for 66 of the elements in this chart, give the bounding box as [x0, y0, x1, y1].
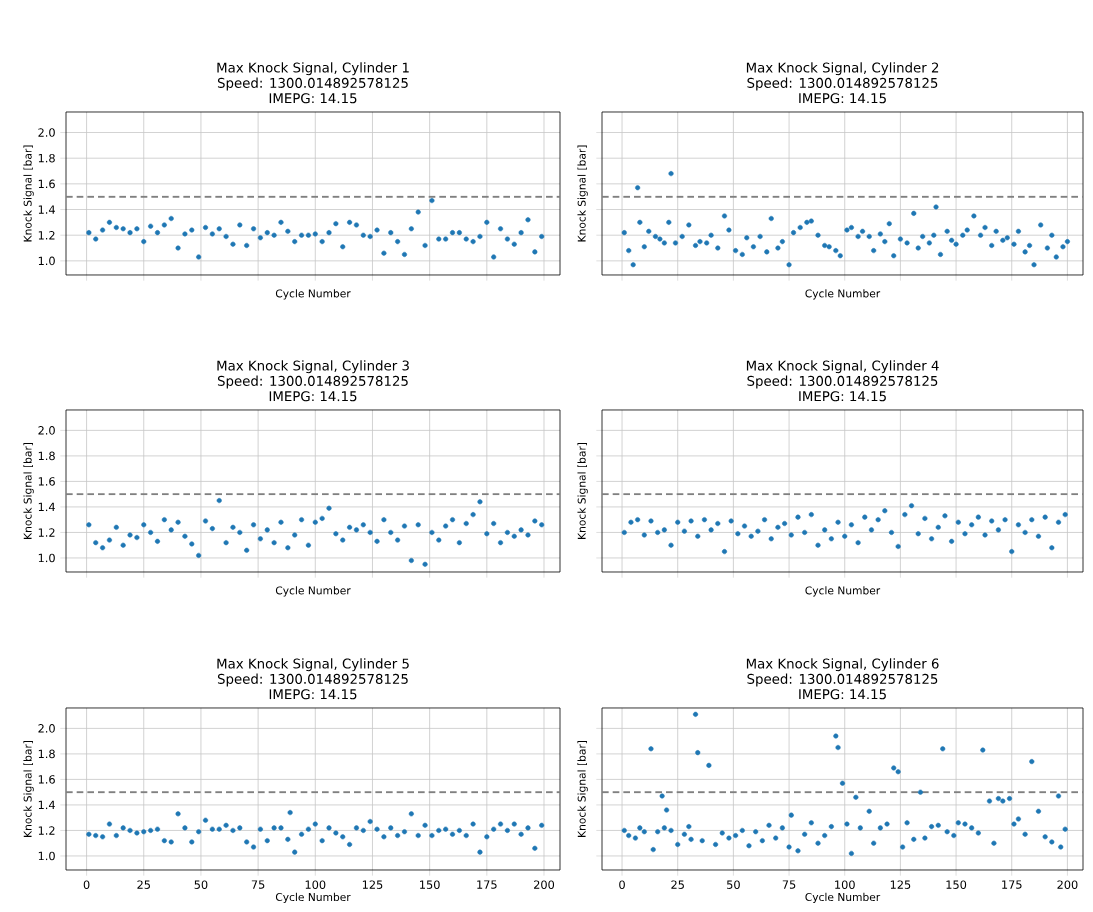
x-tick-label: 125 — [362, 880, 383, 889]
x-tick-label: 25 — [671, 880, 684, 889]
y-axis-title: Knock Signal [bar] — [577, 442, 588, 539]
y-tick-label: 1.0 — [38, 851, 55, 861]
x-axis-title: Cycle Number — [805, 892, 881, 904]
chart-title: Max Knock Signal, Cylinder 3 — [217, 360, 409, 374]
chart-subtitle: Speed: 1300.014892578125 — [747, 77, 938, 91]
chart-title: Max Knock Signal, Cylinder 5 — [217, 658, 409, 672]
y-axis-title: Knock Signal [bar] — [577, 145, 588, 242]
chart-title: Max Knock Signal, Cylinder 4 — [746, 360, 939, 374]
x-tick-label: 0 — [619, 880, 625, 889]
y-axis-title: Knock Signal [bar] — [577, 740, 588, 837]
x-tick-label: 75 — [782, 880, 796, 889]
chart-subtitle: Speed: 1300.014892578125 — [217, 673, 408, 687]
y-tick-label: 2.0 — [38, 724, 55, 733]
y-tick-label: 1.0 — [38, 553, 55, 563]
text: IMEPG: 14.15 — [269, 391, 357, 402]
text: IMEPG: 14.15 — [269, 689, 357, 700]
x-axis-title: Cycle Number — [805, 289, 881, 300]
y-tick-label: 1.2 — [38, 826, 55, 835]
x-tick-label: 200 — [534, 880, 555, 889]
x-tick-label: 100 — [835, 880, 855, 889]
x-tick-label: 150 — [420, 880, 440, 889]
text: IMEPG: 14.15 — [799, 689, 886, 700]
x-tick-label: 50 — [194, 880, 208, 889]
chart-subtitle: Speed: 1300.014892578125 — [217, 77, 408, 91]
x-axis-title: Cycle Number — [275, 586, 351, 597]
x-tick-label: 175 — [477, 880, 497, 889]
x-tick-label: 100 — [305, 880, 326, 889]
chart-subtitle: Speed: 1300.014892578125 — [747, 375, 938, 389]
text: IMEPG: 14.15 — [799, 93, 886, 104]
y-tick-label: 1.4 — [38, 205, 55, 214]
x-tick-label: 200 — [1057, 880, 1078, 889]
y-tick-label: 1.4 — [38, 502, 55, 512]
chart-title: Max Knock Signal, Cylinder 6 — [746, 658, 939, 672]
y-tick-label: 1.2 — [38, 528, 55, 537]
chart-subtitle: Speed: 1300.014892578125 — [217, 375, 408, 389]
x-tick-label: 175 — [1002, 880, 1022, 889]
y-tick-label: 1.4 — [38, 800, 55, 810]
x-tick-label: 150 — [946, 880, 967, 889]
y-tick-label: 1.0 — [38, 256, 55, 266]
y-tick-label: 1.8 — [38, 749, 55, 759]
x-tick-label: 25 — [137, 880, 150, 889]
y-tick-label: 2.0 — [38, 426, 55, 435]
chart-subtitle: Speed: 1300.014892578125 — [747, 673, 938, 687]
y-tick-label: 1.8 — [38, 153, 55, 163]
x-tick-label: 50 — [727, 880, 740, 889]
x-tick-label: 125 — [890, 880, 911, 889]
chart-title: Max Knock Signal, Cylinder 1 — [217, 62, 409, 76]
text: IMEPG: 14.15 — [269, 93, 357, 104]
y-axis-title: Knock Signal [bar] — [23, 740, 34, 837]
y-tick-label: 2.0 — [38, 128, 55, 137]
x-axis-title: Cycle Number — [805, 586, 881, 597]
x-tick-label: 75 — [251, 880, 265, 889]
y-tick-label: 1.6 — [38, 775, 55, 784]
y-tick-label: 1.6 — [38, 179, 55, 189]
x-tick-label: 0 — [83, 880, 90, 889]
y-tick-label: 1.6 — [38, 477, 55, 486]
y-axis-title: Knock Signal [bar] — [23, 442, 34, 539]
chart-title: Max Knock Signal, Cylinder 2 — [746, 62, 939, 76]
x-axis-title: Cycle Number — [275, 289, 351, 300]
y-axis-title: Knock Signal [bar] — [23, 145, 34, 242]
y-tick-label: 1.8 — [38, 451, 55, 461]
text: IMEPG: 14.15 — [799, 391, 886, 402]
y-tick-label: 1.2 — [38, 230, 55, 240]
x-axis-title: Cycle Number — [275, 892, 351, 904]
